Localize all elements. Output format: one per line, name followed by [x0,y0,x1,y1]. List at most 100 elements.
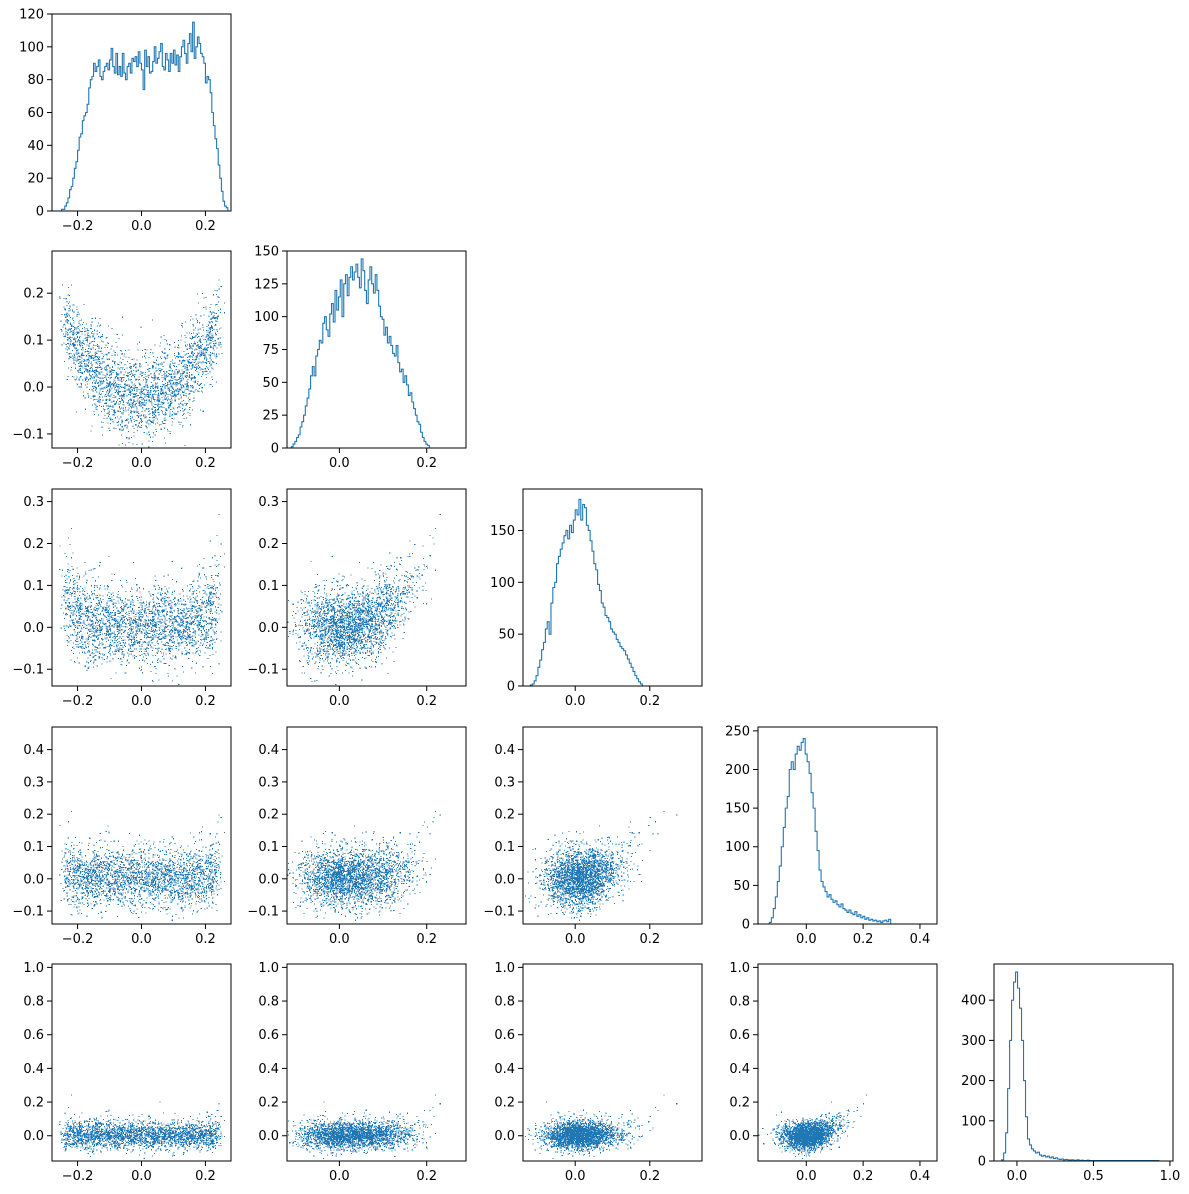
panel-r2-c0: −0.2 0.0 0.2−0.10.00.10.20.3 [12,488,232,709]
scatter-point [110,639,112,641]
scatter-point [106,413,108,415]
scatter-point [72,358,74,360]
scatter-point [148,357,150,359]
scatter-point [188,343,190,345]
scatter-point [130,603,132,605]
scatter-point [178,684,180,686]
scatter-point [200,615,202,617]
scatter-point [113,633,115,635]
scatter-point [123,605,125,607]
scatter-point [128,634,130,636]
scatter-point [66,304,68,306]
scatter-point [154,387,156,389]
scatter-point [161,389,163,391]
scatter-point [209,328,211,330]
scatter-point [181,642,183,644]
scatter-point [120,377,122,379]
scatter-point [139,384,141,386]
scatter-point [76,350,78,352]
scatter-point [131,625,133,627]
scatter-point [102,355,104,357]
scatter-point [169,615,171,617]
scatter-point [81,342,83,344]
scatter-point [90,430,92,432]
scatter-point [112,360,114,362]
scatter-point [98,382,100,384]
scatter-point [108,618,110,620]
y-tick-label: 0 [271,442,279,457]
y-tick-label: 60 [27,106,44,121]
scatter-point [167,394,169,396]
scatter-point [158,394,160,396]
scatter-point [122,353,124,355]
scatter-point [183,607,185,609]
scatter-point [78,605,80,607]
scatter-point [105,609,107,611]
scatter-point [123,376,125,378]
scatter-point [137,628,139,630]
scatter-point [112,637,114,639]
scatter-point [94,377,96,379]
scatter-point [164,616,166,618]
scatter-point [66,343,68,345]
scatter-point [115,672,117,674]
scatter-point [169,411,171,413]
scatter-point [187,621,189,623]
scatter-point [93,387,95,389]
scatter-point [130,638,132,640]
scatter-point [204,348,206,350]
scatter-point [69,309,71,311]
scatter-point [155,609,157,611]
scatter-point [60,320,62,322]
scatter-point [152,598,154,600]
scatter-point [151,408,153,410]
scatter-point [144,611,146,613]
scatter-point [185,624,187,626]
scatter-point [67,605,69,607]
scatter-point [86,619,88,621]
scatter-point [131,375,133,377]
scatter-point [173,408,175,410]
scatter-point [86,627,88,629]
scatter-point [76,622,78,624]
scatter-point [77,601,79,603]
scatter-point [62,326,64,328]
scatter-point [193,342,195,344]
scatter-point [169,413,171,415]
scatter-point [162,644,164,646]
scatter-point [82,352,84,354]
scatter-point [132,402,134,404]
scatter-point [113,653,115,655]
scatter-point [145,381,147,383]
scatter-point [186,402,188,404]
scatter-point [117,593,119,595]
scatter-point [90,611,92,613]
scatter-point [196,613,198,615]
scatter-point [181,639,183,641]
scatter-point [101,642,103,644]
scatter-point [147,619,149,621]
scatter-point [91,425,93,427]
scatter-point [160,336,162,338]
scatter-point [121,377,123,379]
scatter-point [186,380,188,382]
scatter-point [139,628,141,630]
scatter-point [127,606,129,608]
scatter-point [69,301,71,303]
scatter-point [107,619,109,621]
scatter-point [181,384,183,386]
scatter-point [113,414,115,416]
scatter-point [138,422,140,424]
scatter-point [161,648,163,650]
scatter-point [65,313,67,315]
scatter-point [145,402,147,404]
scatter-point [128,379,130,381]
scatter-point [95,389,97,391]
scatter-point [106,637,108,639]
scatter-point [112,396,114,398]
scatter-point [210,342,212,344]
scatter-point [177,388,179,390]
scatter-point [184,618,186,620]
scatter-point [199,619,201,621]
scatter-point [90,636,92,638]
